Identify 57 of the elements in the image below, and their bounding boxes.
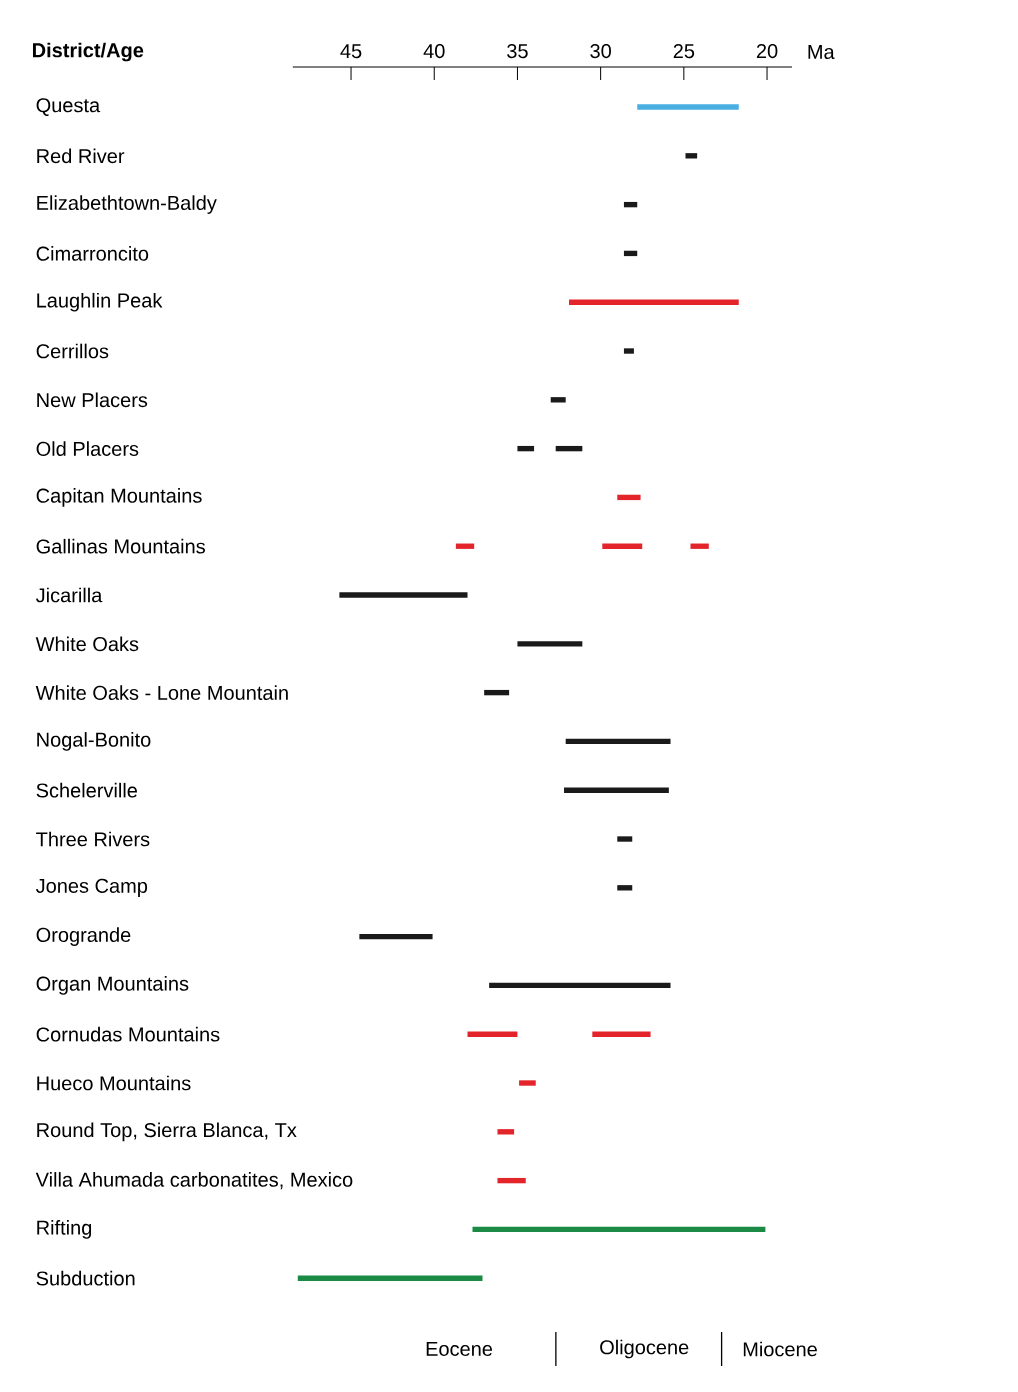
y-tick-label: Elizabethtown-Baldy xyxy=(37,195,217,214)
y-tick-label: Villa Ahumada carbonatites, Mexico xyxy=(35,1172,353,1190)
x-tick-label: 40 xyxy=(423,43,445,59)
bar xyxy=(623,348,634,354)
x-tick-label: 35 xyxy=(507,43,528,59)
bar xyxy=(564,787,669,793)
bar xyxy=(472,1226,766,1233)
y-tick-label: Round Top, Sierra Blanca, Tx xyxy=(37,1122,297,1142)
y-tick-label: Three Rivers xyxy=(36,831,150,847)
y-tick-label: Jicarilla xyxy=(35,587,103,603)
x-axis-title: Ma xyxy=(808,45,835,59)
bar xyxy=(339,592,468,598)
x-tick-label: 30 xyxy=(590,43,611,59)
bar xyxy=(617,836,633,842)
y-tick-label: White Oaks xyxy=(35,636,139,652)
y-tick-label: Red River xyxy=(37,148,125,164)
bar xyxy=(623,250,638,257)
text: Oligocene xyxy=(600,1339,689,1359)
bar xyxy=(690,543,709,549)
bar xyxy=(623,201,638,208)
bar xyxy=(517,641,583,647)
bar xyxy=(685,153,698,159)
y-tick-label: White Oaks - Lone Mountain xyxy=(35,685,288,700)
y-axis-title: District/Age xyxy=(33,42,144,62)
y-tick-label: Cimarroncito xyxy=(36,246,149,261)
y-tick-label: Capitan Mountains xyxy=(36,488,202,507)
bar xyxy=(550,397,566,403)
bar xyxy=(617,885,633,891)
y-tick-label: Rifting xyxy=(37,1220,92,1239)
y-tick-label: Cerrillos xyxy=(36,343,109,359)
bar xyxy=(565,738,671,745)
y-tick-label: Schelerville xyxy=(36,782,138,798)
x-tick-label: 20 xyxy=(756,43,778,59)
bar xyxy=(592,1031,651,1037)
y-tick-label: Orogrande xyxy=(36,927,131,946)
bar xyxy=(484,689,510,696)
bar xyxy=(637,104,739,110)
y-tick-label: Subduction xyxy=(36,1270,135,1286)
text: Miocene xyxy=(743,1341,817,1357)
bar xyxy=(602,543,643,549)
y-tick-label: Laughlin Peak xyxy=(37,292,163,312)
y-tick-label: Cornudas Mountains xyxy=(36,1026,220,1042)
y-tick-label: New Placers xyxy=(37,392,148,408)
text: Eocene xyxy=(426,1342,493,1356)
bar xyxy=(517,445,535,452)
y-tick-label: Organ Mountains xyxy=(36,976,189,995)
y-tick-label: Hueco Mountains xyxy=(37,1075,191,1091)
y-tick-label: Jones Camp xyxy=(35,878,148,897)
x-tick-label: 25 xyxy=(673,43,695,59)
x-tick-label: 45 xyxy=(340,44,362,59)
y-tick-label: Old Placers xyxy=(36,441,139,456)
y-tick-label: Nogal-Bonito xyxy=(37,732,151,751)
bar xyxy=(489,982,671,989)
bar xyxy=(359,933,433,940)
y-tick-label: Gallinas Mountains xyxy=(36,538,205,554)
y-tick-label: Questa xyxy=(36,98,101,116)
bar xyxy=(297,1275,483,1281)
